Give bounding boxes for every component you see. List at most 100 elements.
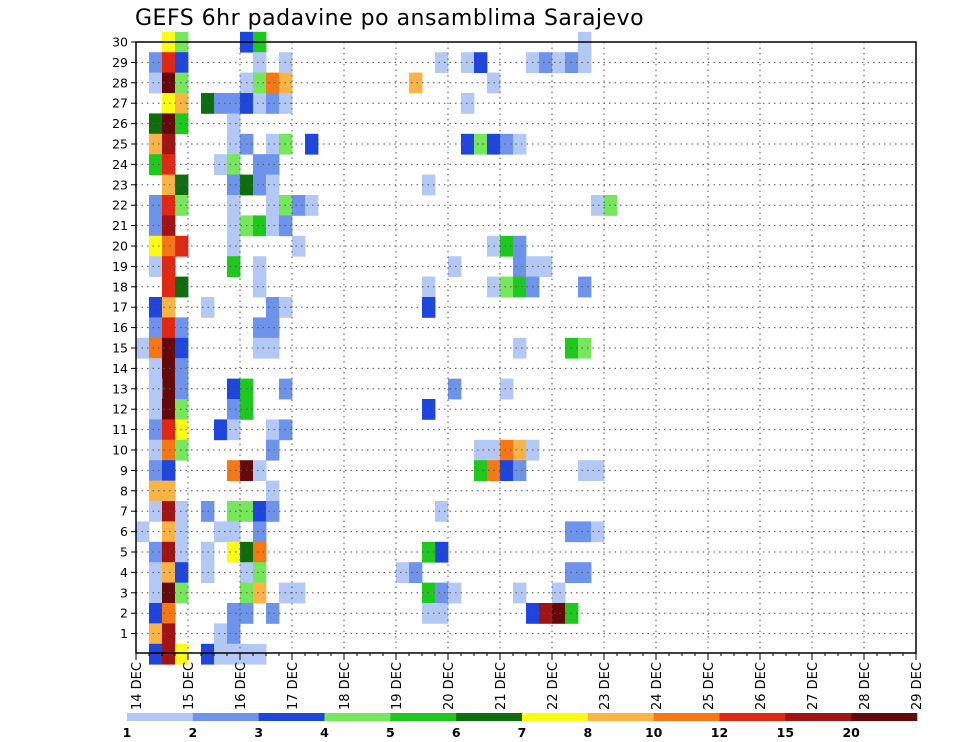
chart-title: GEFS 6hr padavine po ansamblima Sarajevo	[135, 6, 645, 31]
x-tick-label: 16 DEC	[234, 662, 249, 710]
heatmap-cell	[500, 276, 514, 298]
y-tick-label: 13	[112, 381, 128, 396]
heatmap-cell	[227, 235, 241, 257]
heatmap-cell	[227, 154, 241, 175]
heatmap-cell	[513, 582, 527, 604]
heatmap-cell	[214, 521, 228, 543]
heatmap-cell	[162, 358, 176, 379]
heatmap-cell	[266, 72, 280, 94]
heatmap-cell	[149, 72, 163, 94]
legend-swatch	[456, 713, 523, 721]
heatmap-cell	[175, 501, 189, 522]
heatmap-cell	[578, 52, 592, 73]
legend-swatch	[522, 713, 589, 721]
grid-lines	[136, 41, 916, 653]
x-tick-label: 20 DEC	[442, 662, 457, 710]
heatmap-cell	[175, 93, 189, 114]
y-tick-label: 27	[112, 96, 128, 111]
heatmap-cell	[539, 256, 553, 277]
heatmap-cell	[266, 93, 280, 114]
heatmap-cell	[292, 582, 306, 604]
heatmap-cell	[162, 643, 176, 665]
heatmap-cell	[214, 93, 228, 114]
heatmap-cell	[162, 113, 176, 135]
heatmap-cell	[448, 256, 462, 277]
heatmap-cell	[513, 460, 527, 481]
heatmap-cell	[175, 358, 189, 379]
legend-swatch	[587, 713, 654, 721]
heatmap-cell	[266, 317, 280, 339]
heatmap-cell	[578, 562, 592, 583]
heatmap-cell	[513, 276, 527, 298]
heatmap-cells	[136, 31, 618, 665]
heatmap-cell	[162, 541, 176, 563]
heatmap-cell	[305, 133, 319, 155]
x-tick-label: 23 DEC	[598, 662, 613, 710]
y-tick-label: 24	[112, 157, 128, 172]
heatmap-cell	[591, 521, 605, 543]
heatmap-cell	[162, 93, 176, 114]
x-tick-label: 26 DEC	[754, 662, 769, 710]
heatmap-cell	[266, 337, 280, 359]
legend-swatch	[390, 713, 457, 721]
heatmap-cell	[539, 52, 553, 73]
y-tick-label: 6	[120, 524, 128, 539]
heatmap-cell	[149, 643, 163, 665]
heatmap-cell	[227, 541, 241, 563]
heatmap-cell	[253, 317, 267, 339]
heatmap-cell	[162, 215, 176, 237]
heatmap-cell	[149, 133, 163, 155]
heatmap-cell	[474, 439, 488, 461]
heatmap-cell	[253, 337, 267, 359]
x-tick-label: 15 DEC	[182, 662, 197, 710]
y-tick-label: 26	[112, 116, 128, 131]
heatmap-cell	[253, 154, 267, 175]
heatmap-cell	[448, 378, 462, 400]
heatmap-cell	[149, 235, 163, 257]
heatmap-cell	[266, 419, 280, 441]
y-tick-label: 20	[112, 239, 128, 254]
heatmap-cell	[175, 562, 189, 583]
heatmap-cell	[227, 378, 241, 400]
heatmap-cell	[162, 174, 176, 196]
heatmap-cell	[162, 399, 176, 420]
heatmap-cell	[474, 133, 488, 155]
heatmap-cell	[175, 643, 189, 665]
x-tick-label: 14 DEC	[130, 662, 145, 710]
heatmap-cell	[435, 582, 449, 604]
heatmap-cell	[149, 317, 163, 339]
heatmap-cell	[149, 419, 163, 441]
heatmap-cell	[253, 521, 267, 543]
heatmap-cell	[175, 52, 189, 73]
legend-label: 4	[320, 725, 329, 740]
heatmap-cell	[227, 603, 241, 624]
heatmap-cell	[253, 643, 267, 665]
heatmap-cell	[227, 501, 241, 522]
heatmap-cell	[396, 562, 410, 583]
heatmap-cell	[149, 358, 163, 379]
legend-swatch	[719, 713, 786, 721]
heatmap-cell	[552, 603, 566, 624]
heatmap-cell	[175, 235, 189, 257]
heatmap-cell	[227, 195, 241, 216]
heatmap-cell	[162, 276, 176, 298]
legend-swatch	[785, 713, 852, 721]
heatmap-cell	[448, 582, 462, 604]
heatmap-cell	[578, 521, 592, 543]
heatmap-cell	[149, 113, 163, 135]
heatmap-cell	[162, 582, 176, 604]
heatmap-cell	[175, 72, 189, 94]
heatmap-cell	[227, 133, 241, 155]
heatmap-cell	[162, 297, 176, 318]
legend-swatch	[324, 713, 391, 721]
heatmap-cell	[591, 195, 605, 216]
heatmap-cell	[513, 337, 527, 359]
heatmap-cell	[149, 378, 163, 400]
heatmap-cell	[253, 52, 267, 73]
legend-label: 12	[711, 725, 728, 740]
heatmap-cell	[292, 195, 306, 216]
heatmap-cell	[227, 215, 241, 237]
heatmap-cell	[500, 460, 514, 481]
y-tick-label: 18	[112, 279, 128, 294]
